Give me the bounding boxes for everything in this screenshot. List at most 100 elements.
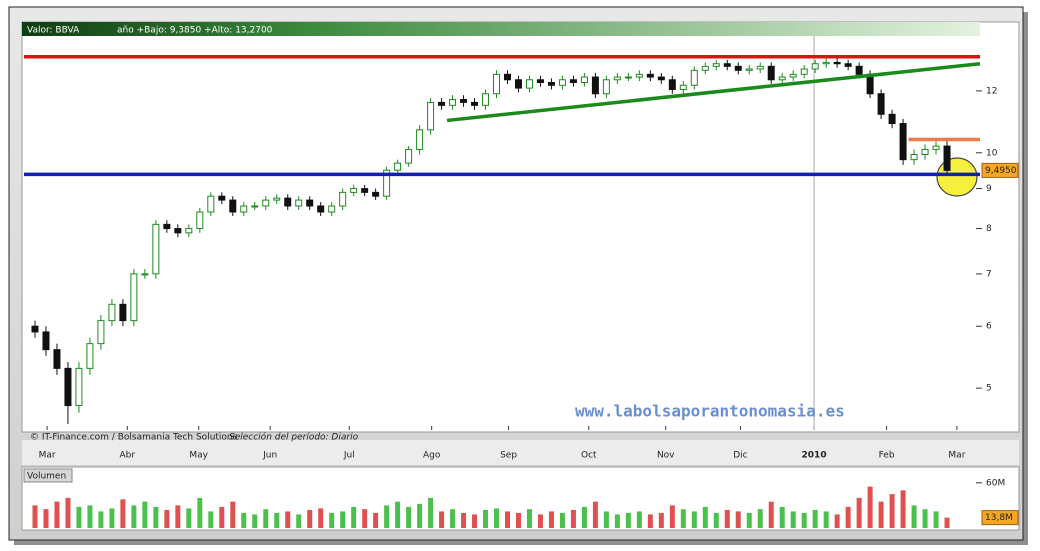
last-price-label: 9,4950 xyxy=(985,166,1017,176)
candle-body xyxy=(943,145,951,171)
candle-body xyxy=(53,349,61,369)
volume-bar xyxy=(263,509,269,528)
candle-body xyxy=(833,61,841,65)
candle-body xyxy=(405,148,413,164)
candle-body xyxy=(712,63,720,67)
volume-bar xyxy=(548,511,554,528)
volume-bar xyxy=(823,511,829,528)
x-tick-label: Oct xyxy=(581,451,597,461)
candle-body xyxy=(130,273,138,322)
candle-body xyxy=(339,191,347,207)
candle-body xyxy=(789,73,797,78)
volume-title: Volumen xyxy=(27,472,66,482)
candle-body xyxy=(910,154,918,161)
x-tick-label: Jun xyxy=(262,451,277,461)
volume-bar xyxy=(32,505,38,528)
credit: © IT-Finance.com / Bolsamania Tech Solut… xyxy=(30,433,238,443)
candle-body xyxy=(701,65,709,71)
volume-bar xyxy=(340,511,346,528)
volume-bar xyxy=(164,509,170,528)
candle-body xyxy=(591,76,599,95)
candle-body xyxy=(163,223,171,230)
y-tick-label: 12 xyxy=(986,86,997,96)
x-tick-label: May xyxy=(189,451,208,461)
candle-body xyxy=(262,199,270,207)
volume-bar xyxy=(43,509,49,528)
candle-body xyxy=(646,73,654,78)
header-bar xyxy=(22,22,980,36)
last-volume-box xyxy=(981,510,1019,526)
x-tick-label: Nov xyxy=(657,451,675,461)
x-tick-label: Ago xyxy=(423,451,441,461)
candle-body xyxy=(899,123,907,161)
volume-bar xyxy=(208,511,214,528)
candle-body xyxy=(438,101,446,106)
volume-bar xyxy=(603,511,609,528)
volume-bar xyxy=(658,512,664,528)
candle-body xyxy=(569,79,577,84)
volume-bar xyxy=(219,506,225,528)
volume-bar xyxy=(186,508,192,528)
volume-bar xyxy=(768,501,774,528)
candle-body xyxy=(174,228,182,234)
candle-body xyxy=(493,73,501,95)
volume-bar xyxy=(450,509,456,528)
volume-tick-label: 60M xyxy=(986,478,1005,488)
volume-bar xyxy=(867,486,873,528)
volume-bar xyxy=(757,509,763,528)
volume-bar xyxy=(889,494,895,528)
candle-body xyxy=(152,223,160,275)
volume-bar xyxy=(636,511,642,528)
y-tick-label: 8 xyxy=(986,224,992,234)
candle-body xyxy=(86,343,94,369)
candle-body xyxy=(42,331,50,351)
volume-bar xyxy=(241,512,247,528)
volume-bar xyxy=(54,501,60,528)
highlight-circle xyxy=(936,157,978,197)
volume-bar xyxy=(691,511,697,528)
candle-body xyxy=(119,303,127,322)
volume-bar xyxy=(735,511,741,528)
volume-bar xyxy=(439,511,445,528)
y-tick-label: 10 xyxy=(986,148,998,158)
candle-body xyxy=(602,79,610,95)
x-tick-label: Sep xyxy=(500,451,517,461)
candle-body xyxy=(822,61,830,65)
candle-body xyxy=(383,169,391,197)
candle-body xyxy=(240,205,248,213)
trend-line xyxy=(446,61,981,123)
volume-bar xyxy=(581,506,587,528)
candle-body xyxy=(690,69,698,86)
volume-bar xyxy=(175,505,181,528)
candle-body xyxy=(525,79,533,89)
watermark: www.labolsaporantonomasia.es xyxy=(575,402,845,421)
candle-body xyxy=(361,188,369,193)
candle-body xyxy=(932,145,940,150)
volume-bar xyxy=(526,509,532,528)
volume-bar xyxy=(76,506,82,528)
candle-body xyxy=(844,63,852,67)
volume-bar xyxy=(296,514,302,528)
volume-bar xyxy=(724,509,730,528)
candle-body xyxy=(218,195,226,201)
volume-bar xyxy=(65,497,71,528)
x-tick-label: Dic xyxy=(733,451,747,461)
volume-title-box xyxy=(23,468,73,483)
volume-bar xyxy=(680,509,686,528)
volume-bar xyxy=(900,490,906,528)
candle-body xyxy=(514,79,522,89)
volume-bar xyxy=(669,505,675,528)
volume-bar xyxy=(911,505,917,528)
candle-body xyxy=(394,162,402,171)
last-price-box xyxy=(981,162,1019,178)
volume-bar xyxy=(406,506,412,528)
candle-body xyxy=(328,205,336,213)
volume-bar xyxy=(131,505,137,528)
volume-bar xyxy=(933,511,939,528)
volume-bar xyxy=(197,497,203,528)
volume-bar xyxy=(109,508,115,528)
candle-body xyxy=(745,68,753,71)
candle-body xyxy=(767,65,775,81)
volume-bar xyxy=(384,505,390,528)
y-tick-label: 9 xyxy=(986,184,992,194)
